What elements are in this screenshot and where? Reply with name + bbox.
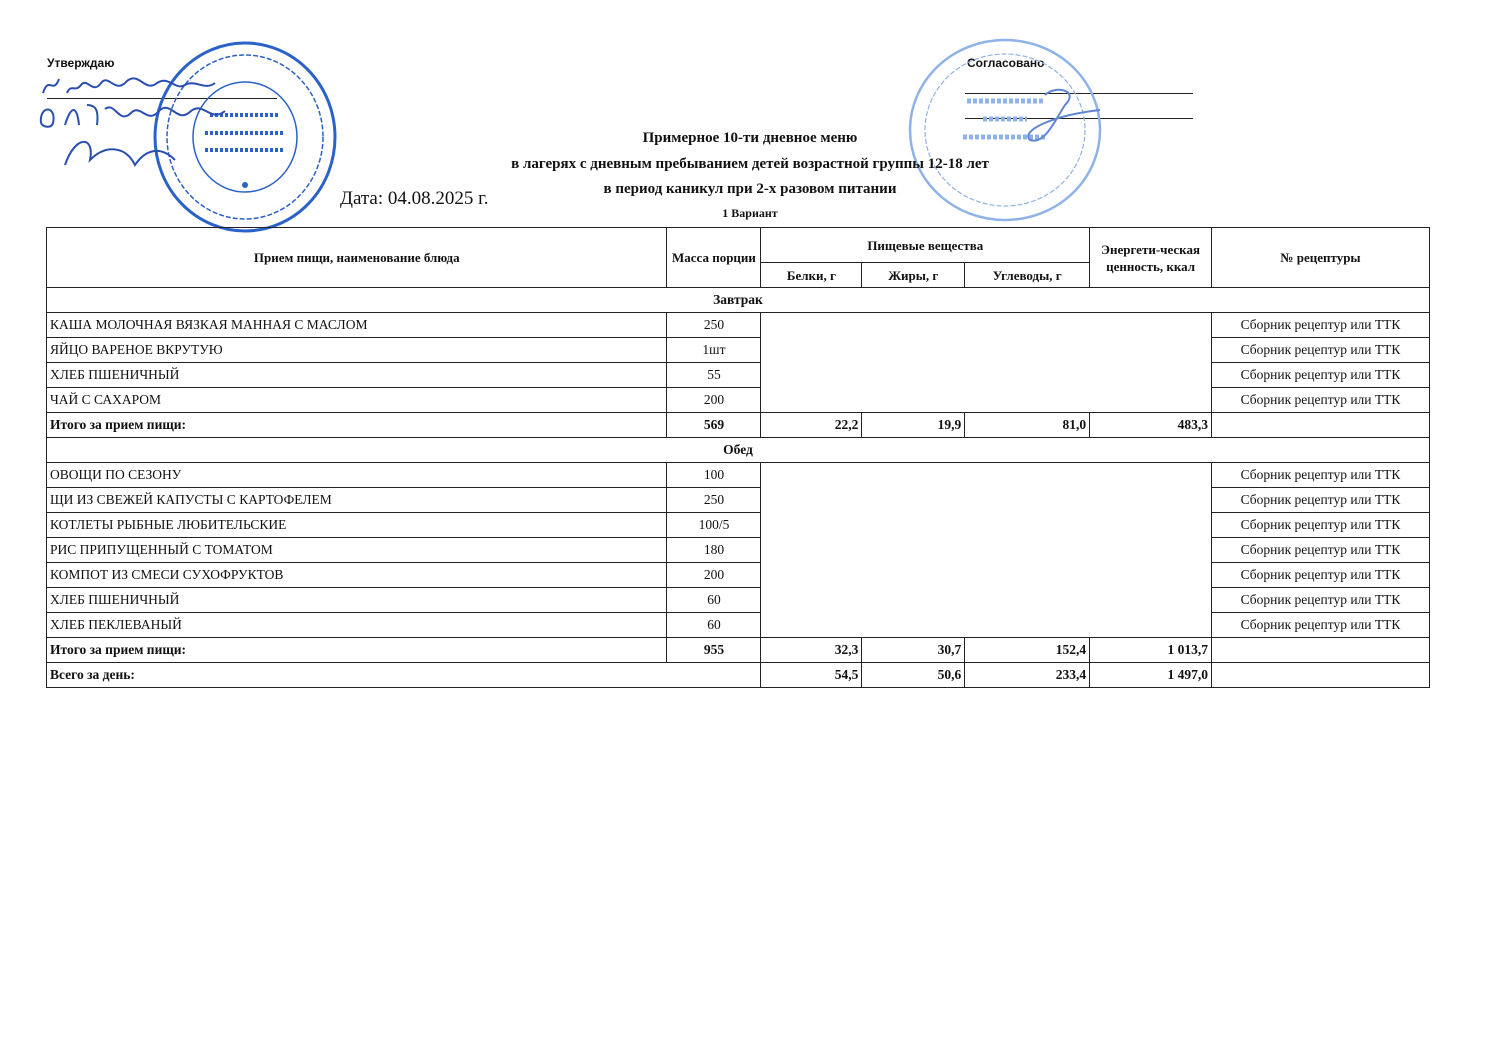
table-row: ХЛЕБ ПЕКЛЕВАНЫЙ 60 Сборник рецептур или ТТ… [45, 612, 1430, 638]
recipe-ref: Сборник рецептур или ТТК [1211, 562, 1430, 588]
title-line-1: Примерное 10-ти дневное меню [642, 130, 858, 146]
variant-label: 1 Вариант [722, 206, 778, 220]
table-row: ХЛЕБ ПШЕНИЧНЫЙ 60 Сборник рецептур или ТТК [45, 587, 1430, 613]
dish-name: ОВОЩИ ПО СЕЗОНУ [45, 462, 668, 488]
portion-mass: 200 [666, 387, 762, 413]
signature-line [47, 98, 277, 99]
meal-total-row: Итого за прием пищи: 955 32,3 30,7 152,4 1 01… [45, 637, 1430, 663]
table-row: РИС ПРИПУЩЕННЫЙ С ТОМАТОМ 180 Сборник реце… [45, 537, 1430, 563]
header-fat: Жиры, г [861, 262, 966, 288]
dish-name: КОМПОТ ИЗ СМЕСИ СУХОФРУКТОВ [45, 562, 668, 588]
dish-name: РИС ПРИПУЩЕННЫЙ С ТОМАТОМ [45, 537, 668, 563]
table-row: КОТЛЕТЫ РЫБНЫЕ ЛЮБИТЕЛЬСКИЕ 100/5 Сборник … [45, 512, 1430, 538]
dish-name: ХЛЕБ ПШЕНИЧНЫЙ [45, 362, 668, 388]
total-label: Итого за прием пищи: [45, 412, 668, 438]
total-protein: 22,2 [760, 412, 863, 438]
recipe-ref: Сборник рецептур или ТТК [1211, 512, 1430, 538]
dish-name: ЩИ ИЗ СВЕЖЕЙ КАПУСТЫ С КАРТОФЕЛЕМ [45, 487, 668, 513]
dish-name: КОТЛЕТЫ РЫБНЫЕ ЛЮБИТЕЛЬСКИЕ [45, 512, 668, 538]
header-mass: Масса порции [666, 227, 762, 288]
menu-table: Прием пищи, наименование блюда Масса пор… [45, 227, 1430, 688]
table-row: ХЛЕБ ПШЕНИЧНЫЙ 55 Сборник рецептур или ТТК [45, 362, 1430, 388]
recipe-ref: Сборник рецептур или ТТК [1211, 612, 1430, 638]
header-carbs: Углеводы, г [964, 262, 1091, 288]
title-line-2: в лагерях с дневным пребыванием детей во… [511, 156, 989, 172]
agreement-line-1 [965, 93, 1193, 94]
recipe-ref: Сборник рецептур или ТТК [1211, 362, 1430, 388]
portion-mass: 60 [666, 587, 762, 613]
total-fat: 19,9 [861, 412, 966, 438]
portion-mass: 250 [666, 312, 762, 338]
table-row: КАША МОЛОЧНАЯ ВЯЗКАЯ МАННАЯ С МАСЛОМ 250 С… [45, 312, 1430, 413]
total-recipe-blank [1211, 637, 1430, 663]
dish-name: ЯЙЦО ВАРЕНОЕ ВКРУТУЮ [45, 337, 668, 363]
section-header-row: Завтрак [46, 287, 1430, 313]
total-carbs: 81,0 [964, 412, 1091, 438]
table-row: ЯЙЦО ВАРЕНОЕ ВКРУТУЮ 1шт Сборник рецептур … [45, 337, 1430, 363]
recipe-ref: Сборник рецептур или ТТК [1211, 312, 1430, 338]
dish-name: ХЛЕБ ПШЕНИЧНЫЙ [45, 587, 668, 613]
table-row: ЧАЙ С САХАРОМ 200 Сборник рецептур или ТТК [45, 387, 1430, 413]
day-total-carbs: 233,4 [964, 662, 1091, 688]
total-carbs: 152,4 [964, 637, 1091, 663]
recipe-ref: Сборник рецептур или ТТК [1211, 387, 1430, 413]
nutrients-blank [760, 312, 1213, 413]
day-total-fat: 50,6 [861, 662, 966, 688]
portion-mass: 100 [666, 462, 762, 488]
portion-mass: 60 [666, 612, 762, 638]
total-protein: 32,3 [760, 637, 863, 663]
recipe-ref: Сборник рецептур или ТТК [1211, 587, 1430, 613]
header-energy: Энергети-ческая ценность, ккал [1089, 227, 1213, 288]
portion-mass: 200 [666, 562, 762, 588]
header-nutrients: Пищевые вещества [760, 227, 1091, 263]
day-total-recipe-blank [1211, 662, 1430, 688]
dish-name: ХЛЕБ ПЕКЛЕВАНЫЙ [45, 612, 668, 638]
recipe-ref: Сборник рецептур или ТТК [1211, 487, 1430, 513]
recipe-ref: Сборник рецептур или ТТК [1211, 462, 1430, 488]
total-energy: 483,3 [1089, 412, 1213, 438]
recipe-ref: Сборник рецептур или ТТК [1211, 337, 1430, 363]
section-header-row: Обед [46, 437, 1430, 463]
approval-label: Утверждаю [47, 56, 115, 70]
document-date: Дата: 04.08.2025 г. [340, 188, 489, 209]
dish-name: ЧАЙ С САХАРОМ [45, 387, 668, 413]
agreement-line-2 [965, 118, 1193, 119]
table-row: КОМПОТ ИЗ СМЕСИ СУХОФРУКТОВ 200 Сборник ре… [45, 562, 1430, 588]
header-protein: Белки, г [760, 262, 863, 288]
section-title: Завтрак [46, 287, 1430, 313]
portion-mass: 100/5 [666, 512, 762, 538]
total-recipe-blank [1211, 412, 1430, 438]
meal-total-row: Итого за прием пищи: 569 22,2 19,9 81,0 483,3 [45, 412, 1430, 438]
nutrients-blank [760, 462, 1213, 638]
total-fat: 30,7 [861, 637, 966, 663]
day-total-protein: 54,5 [760, 662, 863, 688]
portion-mass: 250 [666, 487, 762, 513]
header-dish: Прием пищи, наименование блюда [45, 227, 668, 288]
day-total-energy: 1 497,0 [1089, 662, 1213, 688]
agreement-label: Согласовано [967, 56, 1045, 70]
portion-mass: 180 [666, 537, 762, 563]
table-row: ЩИ ИЗ СВЕЖЕЙ КАПУСТЫ С КАРТОФЕЛЕМ 250 Сбор… [45, 487, 1430, 513]
total-label: Итого за прием пищи: [45, 637, 668, 663]
total-mass: 569 [666, 412, 762, 438]
title-line-3: в период каникул при 2-х разовом питании [603, 181, 897, 197]
portion-mass: 55 [666, 362, 762, 388]
day-total-row: Всего за день: 54,5 50,6 233,4 1 497,0 [45, 662, 1430, 688]
header-recipe: № рецептуры [1211, 227, 1430, 288]
day-total-label: Всего за день: [45, 662, 762, 688]
table-row: ОВОЩИ ПО СЕЗОНУ 100 Сборник рецептур или Т… [45, 462, 1430, 638]
portion-mass: 1шт [666, 337, 762, 363]
total-mass: 955 [666, 637, 762, 663]
recipe-ref: Сборник рецептур или ТТК [1211, 537, 1430, 563]
section-title: Обед [46, 437, 1430, 463]
total-energy: 1 013,7 [1089, 637, 1213, 663]
dish-name: КАША МОЛОЧНАЯ ВЯЗКАЯ МАННАЯ С МАСЛОМ [45, 312, 668, 338]
